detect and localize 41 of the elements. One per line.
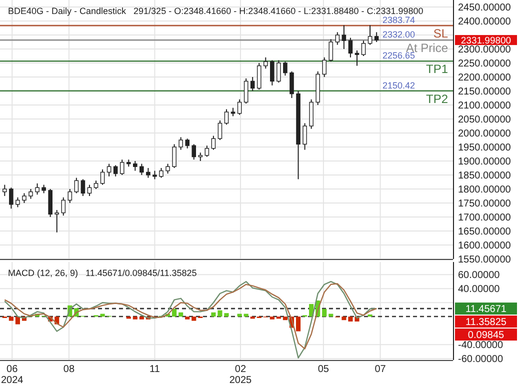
y-tick-label: 1650.00000	[458, 226, 512, 238]
text: 0.09845	[468, 330, 505, 341]
y-tick-label: 1950.00000	[458, 142, 512, 154]
y-tick-label: 2300.00000	[458, 44, 512, 56]
annotation: 2150.42	[382, 80, 415, 90]
y-tick-label: 40.00000	[458, 284, 500, 296]
y-tick-label: -40.00000	[458, 340, 504, 352]
text: 11.45671	[466, 304, 507, 315]
y-tick-label: 2150.00000	[458, 86, 512, 98]
y-tick-label: 2250.00000	[458, 58, 512, 70]
y-tick-label: 2200.00000	[458, 72, 512, 84]
text: 11.35825	[466, 316, 507, 328]
y-tick-label: 1600.00000	[458, 240, 512, 252]
ref-line-label: SL	[433, 26, 448, 41]
y-tick-label: 1900.00000	[458, 156, 512, 168]
y-tick-label: 60.00000	[458, 270, 500, 282]
y-tick-label: 2400.00000	[458, 16, 512, 28]
y-tick-label: 1800.00000	[458, 184, 512, 196]
text: MACD (12, 26, 9) 11.45671/0.09845/11.35825	[8, 268, 197, 278]
y-tick-label: 1550.00000	[458, 254, 512, 266]
y-tick-label: 2450.00000	[458, 2, 512, 14]
x-tick-label: 02 2025	[229, 364, 252, 386]
y-tick-label: 1750.00000	[458, 198, 512, 210]
x-tick-label: 11	[150, 364, 160, 375]
annotation: 2332.00	[382, 30, 415, 40]
y-tick-label: 2050.00000	[458, 114, 512, 126]
ref-line-label: TP2	[426, 92, 448, 106]
x-tick-label: 08	[63, 364, 75, 375]
y-tick-label: 1700.00000	[458, 212, 512, 224]
y-tick-label: 1850.00000	[458, 170, 512, 182]
text: 2331.99800	[460, 35, 512, 46]
y-tick-label: 2000.00000	[458, 128, 512, 140]
ref-line-label: TP1	[426, 62, 448, 76]
x-tick-label: 05	[318, 364, 330, 375]
y-tick-label: 2100.00000	[458, 100, 512, 112]
text: BDE40G - Daily - Candlestick 291/325 - O:2348.41660 - H:2348.41660 - L:2331.88480 - C:2331.99800	[8, 6, 424, 16]
annotation: 2383.74	[382, 15, 415, 26]
y-tick-label: -60.00000	[458, 354, 504, 366]
x-tick-label: 06 2024	[0, 364, 24, 386]
x-tick-label: 07	[374, 364, 386, 375]
annotation: 2256.65	[382, 50, 415, 61]
